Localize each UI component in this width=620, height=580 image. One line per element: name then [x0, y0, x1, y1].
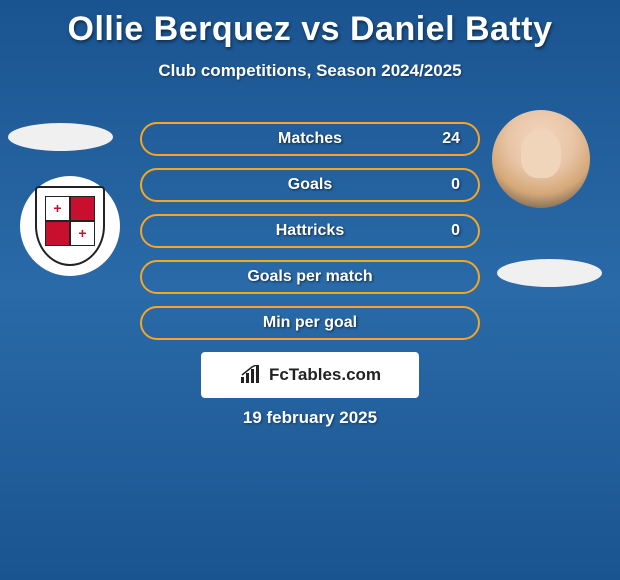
brand-text: FcTables.com	[269, 365, 381, 385]
player-right-nameplate	[497, 259, 602, 287]
branding-badge: FcTables.com	[201, 352, 419, 398]
comparison-subtitle: Club competitions, Season 2024/2025	[0, 61, 620, 81]
fctables-logo-icon	[239, 365, 263, 385]
stat-label: Hattricks	[276, 222, 344, 240]
crest-icon	[35, 186, 105, 266]
player-right-photo	[492, 110, 590, 208]
stat-row-hattricks: Hattricks 0	[140, 214, 480, 248]
stat-value-right: 0	[451, 176, 460, 194]
player-left-nameplate	[8, 123, 113, 151]
comparison-date: 19 february 2025	[0, 408, 620, 428]
comparison-title: Ollie Berquez vs Daniel Batty	[0, 0, 620, 49]
stat-value-right: 24	[442, 130, 460, 148]
stat-label: Matches	[278, 130, 342, 148]
player-left-club-crest	[20, 176, 120, 276]
stat-value-right: 0	[451, 222, 460, 240]
stat-row-min-per-goal: Min per goal	[140, 306, 480, 340]
stats-table: Matches 24 Goals 0 Hattricks 0 Goals per…	[140, 122, 480, 352]
stat-label: Min per goal	[263, 314, 357, 332]
stat-row-goals-per-match: Goals per match	[140, 260, 480, 294]
stat-row-goals: Goals 0	[140, 168, 480, 202]
stat-label: Goals per match	[247, 268, 372, 286]
stat-label: Goals	[288, 176, 332, 194]
stat-row-matches: Matches 24	[140, 122, 480, 156]
